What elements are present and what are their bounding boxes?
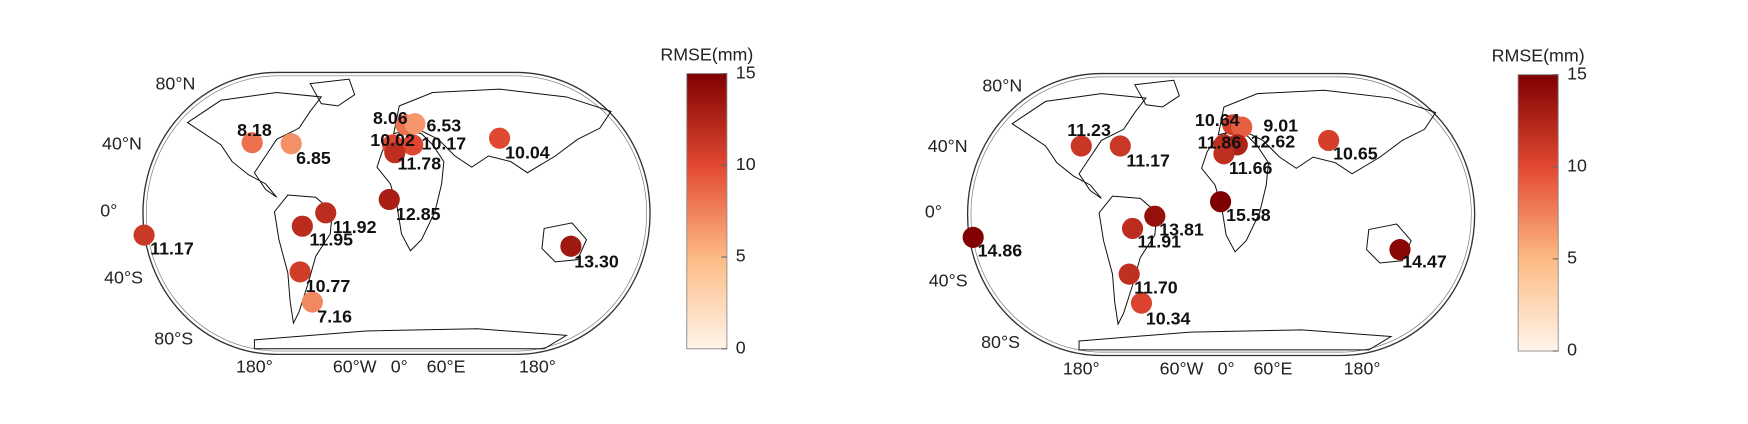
station-marker bbox=[1118, 263, 1140, 285]
station-label: 10.34 bbox=[1146, 309, 1191, 329]
station-marker bbox=[962, 226, 984, 248]
colorbar-tick-label: 0 bbox=[736, 337, 746, 357]
station-label: 10.65 bbox=[1333, 144, 1378, 164]
station-marker bbox=[378, 188, 400, 211]
station-marker bbox=[1213, 143, 1235, 165]
station-label: 11.91 bbox=[1137, 232, 1181, 252]
station-label: 10.64 bbox=[1195, 110, 1240, 130]
colorbar-title: RMSE(mm) bbox=[660, 44, 753, 64]
station-marker bbox=[1121, 217, 1144, 240]
station-label: 12.85 bbox=[396, 204, 441, 224]
station-marker bbox=[1231, 116, 1253, 138]
lat-label: 40°S bbox=[104, 267, 143, 287]
lon-label: 0° bbox=[391, 356, 408, 376]
lat-label: 80°N bbox=[156, 73, 196, 93]
station-label: 11.78 bbox=[398, 154, 442, 174]
station-label: 13.30 bbox=[574, 252, 619, 272]
lon-label: 180° bbox=[519, 356, 556, 376]
station-label: 11.86 bbox=[1198, 132, 1242, 152]
station-label: 12.62 bbox=[1251, 131, 1296, 151]
station-marker bbox=[301, 291, 323, 313]
station-label: 11.70 bbox=[1134, 277, 1178, 297]
station-label: 13.81 bbox=[1159, 219, 1204, 239]
colorbar-title: RMSE(mm) bbox=[1492, 46, 1585, 66]
station-marker bbox=[241, 132, 263, 154]
lat-label: 0° bbox=[925, 202, 942, 222]
station-marker bbox=[1130, 292, 1153, 314]
lat-label: 0° bbox=[100, 200, 117, 220]
colorbar bbox=[1517, 74, 1559, 352]
station-marker bbox=[133, 224, 155, 246]
station-marker bbox=[289, 261, 311, 283]
station-marker bbox=[1070, 135, 1092, 157]
lon-label: 60°E bbox=[1254, 359, 1293, 379]
lon-label: 0° bbox=[1218, 359, 1235, 379]
colorbar-tick-label: 15 bbox=[1567, 63, 1587, 83]
station-marker bbox=[1389, 239, 1411, 261]
station-marker bbox=[291, 215, 313, 237]
lat-label: 40°N bbox=[102, 134, 142, 154]
colorbar-tick-label: 0 bbox=[1567, 340, 1577, 360]
station-marker bbox=[280, 133, 302, 155]
station-marker bbox=[1318, 129, 1340, 151]
station-label: 14.47 bbox=[1402, 252, 1447, 272]
colorbar-tick-label: 15 bbox=[736, 62, 756, 82]
lon-label: 180° bbox=[236, 356, 273, 376]
station-label: 11.92 bbox=[333, 217, 377, 237]
station-label: 15.58 bbox=[1226, 205, 1271, 225]
station-label: 6.53 bbox=[427, 116, 462, 136]
station-label: 7.16 bbox=[317, 306, 352, 326]
station-marker bbox=[560, 235, 582, 257]
station-label: 8.06 bbox=[373, 108, 408, 128]
station-marker bbox=[402, 134, 424, 156]
station-label: 8.18 bbox=[237, 120, 272, 140]
station-marker bbox=[488, 127, 511, 149]
station-marker bbox=[1109, 135, 1131, 157]
station-label: 11.17 bbox=[1126, 150, 1170, 170]
station-label: 9.01 bbox=[1263, 116, 1298, 136]
station-label: 11.66 bbox=[1229, 158, 1273, 178]
colorbar-tick-label: 10 bbox=[736, 154, 756, 174]
lon-label: 180° bbox=[1063, 359, 1100, 379]
station-marker bbox=[1209, 191, 1232, 213]
station-marker bbox=[384, 142, 406, 164]
station-label: 11.17 bbox=[150, 238, 194, 258]
station-label: 10.17 bbox=[422, 134, 467, 154]
lon-label: 60°W bbox=[333, 356, 377, 376]
colorbar-tick-label: 5 bbox=[736, 246, 746, 266]
lat-label: 40°N bbox=[928, 136, 968, 156]
colorbar-tick-label: 5 bbox=[1567, 248, 1577, 268]
lon-label: 60°W bbox=[1160, 359, 1204, 379]
lon-label: 180° bbox=[1344, 359, 1381, 379]
station-label: 14.86 bbox=[978, 241, 1023, 261]
colorbar-tick-label: 10 bbox=[1567, 155, 1587, 175]
station-label: 10.77 bbox=[306, 276, 351, 296]
station-marker bbox=[315, 202, 337, 224]
lat-label: 40°S bbox=[929, 271, 968, 291]
station-label: 10.02 bbox=[370, 130, 415, 150]
station-label: 11.23 bbox=[1067, 120, 1111, 140]
station-label: 11.95 bbox=[310, 229, 354, 249]
colorbar bbox=[686, 73, 728, 350]
station-label: 6.85 bbox=[296, 148, 331, 168]
lat-label: 80°S bbox=[981, 332, 1020, 352]
lat-label: 80°S bbox=[154, 329, 193, 349]
station-marker bbox=[1144, 205, 1166, 227]
lon-label: 60°E bbox=[427, 356, 466, 376]
station-marker bbox=[404, 113, 426, 135]
station-label: 10.04 bbox=[505, 142, 550, 162]
lat-label: 80°N bbox=[982, 76, 1022, 96]
